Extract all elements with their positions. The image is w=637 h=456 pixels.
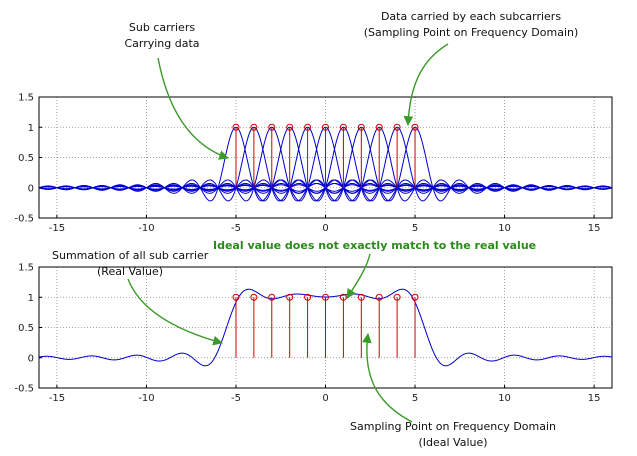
stem-marker <box>286 123 294 131</box>
y-tick-label: 0.5 <box>18 153 34 164</box>
y-tick-label: 0 <box>28 353 34 364</box>
x-tick-label: -10 <box>138 223 154 234</box>
stem-marker <box>232 293 240 301</box>
x-tick-label: -5 <box>231 393 241 404</box>
arrow-to-summation <box>127 278 223 346</box>
summation-plot: -15 -10 -5 0 5 10 15 -0.5 0 0.5 1 1.5 <box>14 263 613 405</box>
stem-marker <box>322 123 329 131</box>
x-tick-label: 0 <box>322 223 328 234</box>
summation-line <box>38 288 613 367</box>
y-tick-label: -0.5 <box>14 214 34 225</box>
stem-marker <box>322 293 329 301</box>
y-tick-label: 0.5 <box>18 323 34 334</box>
annotation-ideal-vs-real: Ideal value does not exactly match to th… <box>213 239 536 252</box>
x-tick-label: 5 <box>412 223 418 234</box>
x-tick-label: 0 <box>322 393 328 404</box>
x-tick-label: 15 <box>588 393 601 404</box>
x-tick-label: 10 <box>498 223 511 234</box>
y-tick-label: 1.5 <box>18 263 34 274</box>
y-tick-label: 1 <box>28 293 34 304</box>
x-tick-label: 10 <box>498 393 511 404</box>
annotation-data-line2: (Sampling Point on Frequency Domain) <box>364 26 579 39</box>
annotation-subcarriers-line1: Sub carriers <box>129 21 195 34</box>
arrow-to-subcarriers <box>157 57 229 160</box>
stem-marker <box>411 123 419 131</box>
stems-bottom <box>232 293 419 358</box>
stem-marker <box>393 293 401 301</box>
annotation-summation-line2: (Real Value) <box>97 265 163 278</box>
stem-marker <box>411 293 419 301</box>
stem-marker <box>304 123 312 131</box>
stem-marker <box>268 293 276 301</box>
x-tick-label: 15 <box>588 223 601 234</box>
summation-curve <box>38 288 613 367</box>
stem-marker <box>268 123 276 131</box>
stem-marker <box>250 123 258 131</box>
stem-marker <box>232 123 240 131</box>
annotation-data-line1: Data carried by each subcarriers <box>381 10 561 23</box>
y-tick-label: 1.5 <box>18 93 34 104</box>
ticks-bottom: -15 -10 -5 0 5 10 15 -0.5 0 0.5 1 1.5 <box>14 263 600 405</box>
arrow-to-sampling <box>362 333 413 423</box>
annotation-sampling-line1: Sampling Point on Frequency Domain <box>350 420 556 433</box>
x-tick-label: -15 <box>49 223 65 234</box>
ticks-top: -15 -10 -5 0 5 10 15 -0.5 0 0.5 1 1.5 <box>14 93 600 235</box>
stems-top <box>232 123 419 188</box>
y-tick-label: -0.5 <box>14 384 34 395</box>
stem-marker <box>304 293 312 301</box>
y-tick-label: 1 <box>28 123 34 134</box>
stem-marker <box>339 123 347 131</box>
x-tick-label: -10 <box>138 393 154 404</box>
subcarriers-plot: -15 -10 -5 0 5 10 15 -0.5 0 0.5 1 1.5 <box>14 93 613 235</box>
stem-marker <box>357 123 365 131</box>
stem-marker <box>375 123 383 131</box>
x-tick-label: -15 <box>49 393 65 404</box>
y-tick-label: 0 <box>28 183 34 194</box>
stem-marker <box>250 293 258 301</box>
stem-marker <box>339 293 347 301</box>
arrow-to-data <box>403 43 449 126</box>
stem-marker <box>286 293 294 301</box>
x-tick-label: 5 <box>412 393 418 404</box>
arrow-to-mismatch <box>346 253 371 299</box>
annotation-subcarriers-line2: Carrying data <box>124 37 199 50</box>
stem-marker <box>357 293 365 301</box>
stem-marker <box>393 123 401 131</box>
annotation-summation-line1: Summation of all sub carrier <box>52 249 209 262</box>
annotation-sampling-line2: (Ideal Value) <box>418 436 487 449</box>
stem-marker <box>375 293 383 301</box>
x-tick-label: -5 <box>231 223 241 234</box>
